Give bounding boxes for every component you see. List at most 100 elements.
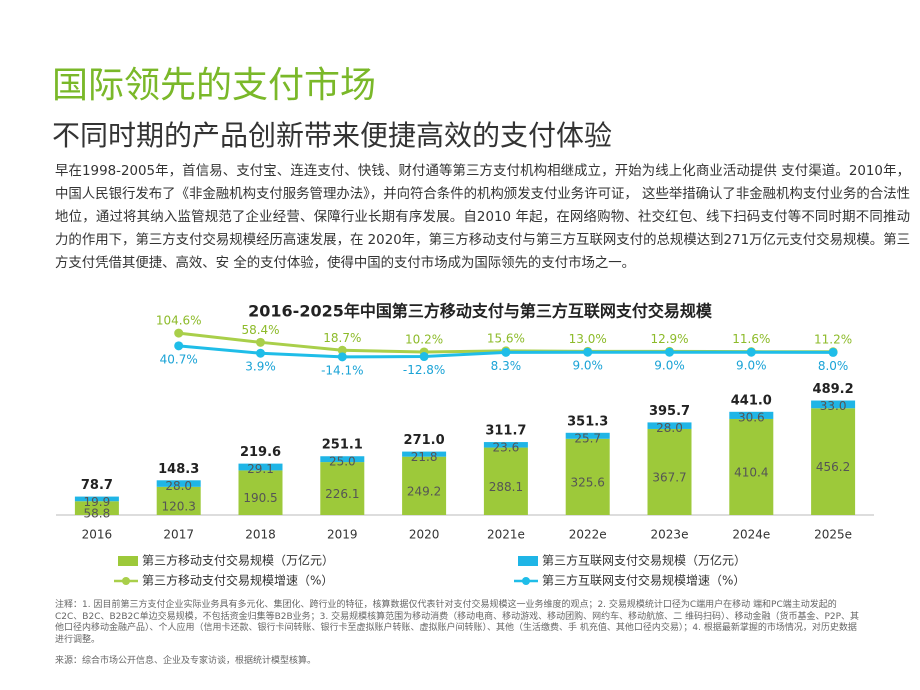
growth-label: 11.6% (732, 332, 770, 346)
bar (647, 428, 692, 515)
bar-label: 190.5 (243, 491, 277, 505)
growth-label: 8.3% (491, 359, 522, 373)
legend-swatch (518, 556, 538, 566)
bar-label: 325.6 (571, 475, 605, 489)
chart: 2016-2025年中国第三方移动支付与第三方互联网支付交易规模 2016 201… (56, 302, 874, 588)
x-tick-label: 2018 (245, 528, 276, 542)
bar-label: 28.0 (165, 479, 192, 493)
subheading: 不同时期的产品创新带来便捷高效的支付体验 (52, 119, 613, 152)
growth-label: 9.0% (736, 359, 767, 373)
bar (483, 442, 528, 448)
growth-point (665, 347, 674, 357)
bar-label: 367.7 (652, 470, 686, 484)
x-tick-label: 2017 (163, 528, 194, 542)
total-label: 148.3 (158, 462, 199, 477)
bar (647, 422, 692, 429)
body-text: 早在1998-2005年，首信易、支付宝、连连支付、快钱、财付通等第三方支付机构… (55, 164, 910, 271)
growth-point (501, 347, 511, 357)
x-tick-label: 2021e (487, 528, 525, 542)
bar (483, 447, 528, 515)
growth-label: 104.6% (156, 314, 202, 328)
bar (238, 470, 283, 515)
growth-label: -14.1% (321, 363, 363, 377)
growth-point (419, 352, 429, 362)
growth-label: 9.0% (572, 359, 603, 373)
x-tick-label: 2025e (814, 528, 852, 542)
growth-label: 18.7% (323, 331, 361, 345)
total-label: 441.0 (731, 393, 772, 408)
legend-swatch (522, 577, 530, 585)
growth-label: 3.9% (245, 360, 276, 374)
total-label: 489.2 (813, 382, 854, 397)
bar-label: 410.4 (734, 465, 768, 479)
bar-label: 19.9 (84, 495, 111, 509)
legend-swatch (122, 577, 130, 585)
source: 来源：综合市场公开信息、企业及专家访谈，根据统计模型核算。 (55, 656, 317, 666)
bar-label: 21.8 (411, 450, 438, 464)
legend-label: 第三方移动支付交易规模增速（%） (142, 573, 333, 588)
bar-label: 30.6 (738, 410, 765, 424)
legend-swatch (118, 556, 138, 566)
bar-label: 29.1 (247, 462, 274, 476)
bar (811, 408, 856, 515)
growth-label: -12.8% (403, 363, 445, 377)
bar (402, 451, 447, 457)
bar-label: 249.2 (407, 484, 441, 498)
bar (238, 463, 283, 471)
growth-point (337, 352, 347, 362)
growth-label: 9.0% (654, 359, 685, 373)
total-label: 395.7 (649, 404, 690, 419)
x-tick-label: 2024e (732, 528, 770, 542)
bar (74, 501, 119, 515)
growth-label: 58.4% (241, 323, 279, 337)
growth-point (583, 347, 593, 357)
growth-label: 15.6% (487, 331, 525, 345)
bar-label: 58.8 (84, 507, 111, 521)
legend-label: 第三方移动支付交易规模（万亿元） (142, 553, 334, 568)
x-tick-label: 2020 (409, 528, 440, 542)
total-label: 251.1 (322, 438, 363, 453)
bar (402, 456, 447, 515)
growth-label: 10.2% (405, 332, 443, 346)
bar-label: 25.0 (329, 455, 356, 469)
bar-label: 120.3 (162, 499, 196, 513)
bar (156, 480, 201, 487)
bar (320, 462, 365, 515)
bar (565, 432, 610, 439)
growth-point (746, 347, 756, 357)
growth-point (828, 347, 838, 357)
total-label: 351.3 (567, 414, 608, 429)
growth-label: 11.2% (814, 332, 852, 346)
x-tick-label: 2016 (82, 528, 113, 542)
growth-point (337, 345, 347, 355)
bar-label: 23.6 (493, 441, 520, 455)
chart-title: 2016-2025年中国第三方移动支付与第三方互联网支付交易规模 (248, 302, 713, 321)
bar (729, 418, 774, 515)
total-label: 271.0 (404, 433, 445, 448)
total-label: 219.6 (240, 445, 281, 460)
bar (811, 400, 856, 409)
heading: 国际领先的支付市场 (52, 65, 377, 106)
growth-point (256, 337, 265, 347)
growth-point (174, 341, 184, 351)
bar-label: 28.0 (656, 421, 683, 435)
bar-label: 288.1 (489, 480, 523, 494)
growth-label: 12.9% (650, 332, 688, 346)
bar-label: 226.1 (325, 487, 359, 501)
legend-label: 第三方互联网支付交易规模增速（%） (542, 573, 745, 588)
x-tick-label: 2023e (651, 528, 689, 542)
bar (320, 456, 365, 463)
growth-label: 13.0% (569, 332, 607, 346)
bar (156, 486, 201, 515)
growth-point (174, 328, 184, 338)
growth-label: 40.7% (160, 352, 198, 366)
growth-label: 8.0% (818, 359, 849, 373)
total-label: 311.7 (485, 424, 526, 439)
legend-label: 第三方互联网支付交易规模（万亿元） (542, 553, 746, 568)
bar-label: 456.2 (816, 460, 850, 474)
bar (74, 496, 119, 502)
notes: 注释：1. 因目前第三方支付企业实际业务具有多元化、集团化、跨行业的特征，核算数… (55, 600, 860, 645)
growth-point (256, 348, 265, 358)
x-tick-label: 2019 (327, 528, 358, 542)
